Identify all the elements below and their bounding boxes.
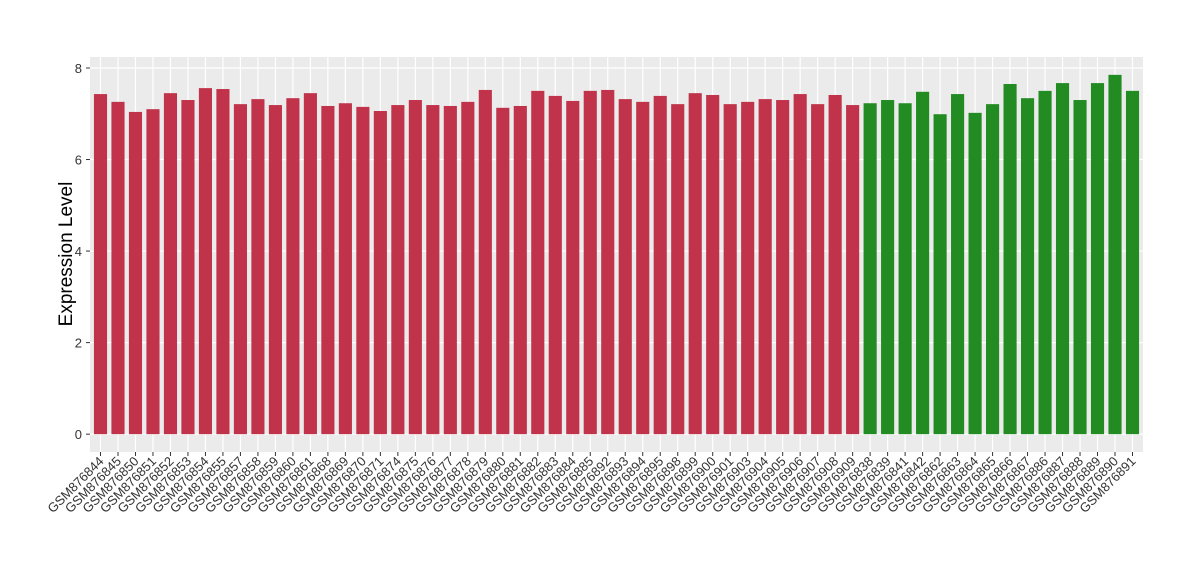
bar [268,105,282,435]
y-tick-label: 2 [75,336,82,351]
bar [1108,74,1122,435]
bar [723,104,737,435]
bar [846,105,860,435]
bar [251,99,265,435]
bar [933,114,947,435]
bar [863,103,877,435]
bar [373,111,387,435]
bar [128,111,143,435]
bar [356,106,370,435]
bar [741,101,755,435]
bar [338,103,352,435]
bar [688,93,702,435]
bar [303,93,317,435]
bar [776,100,790,435]
bar [986,104,1000,435]
bar [163,93,178,435]
bar [758,99,772,435]
bar [601,89,615,435]
bar [461,101,475,435]
bar [496,107,510,435]
panel-background [90,57,1143,452]
bar [233,104,247,435]
bar [653,95,667,435]
bar [636,101,650,435]
bar [321,105,335,435]
bar [811,104,825,435]
bar [968,112,982,435]
bar [1003,84,1017,435]
bar [391,105,405,435]
bar [513,105,527,435]
bar [618,99,632,435]
bar [198,88,213,435]
bar [916,91,930,435]
bar [1125,90,1140,435]
bar [548,95,562,435]
y-tick-label: 6 [75,153,82,168]
bar [881,100,895,435]
y-tick-label: 8 [75,61,82,76]
bar [1038,90,1052,435]
bar [1090,83,1105,435]
y-tick-label: 0 [75,427,82,442]
y-tick-label: 4 [75,244,82,259]
bar [828,94,842,435]
bar [216,89,230,435]
bar [566,100,580,435]
bar [426,105,440,435]
bar [583,90,597,435]
bar [1055,83,1070,435]
bar [146,109,160,435]
bar [793,94,807,435]
y-axis-label: Expression Level [56,182,77,327]
bar [111,101,125,435]
bar [443,105,457,435]
bar [531,90,545,435]
bar [478,89,492,435]
bar [408,100,422,435]
bar [951,94,965,435]
bar [1020,98,1035,435]
bar [181,100,195,435]
bar [671,104,685,435]
bar [1073,100,1087,435]
bar [898,103,912,435]
bar [706,94,720,435]
bar [286,98,300,435]
bar [93,94,108,435]
